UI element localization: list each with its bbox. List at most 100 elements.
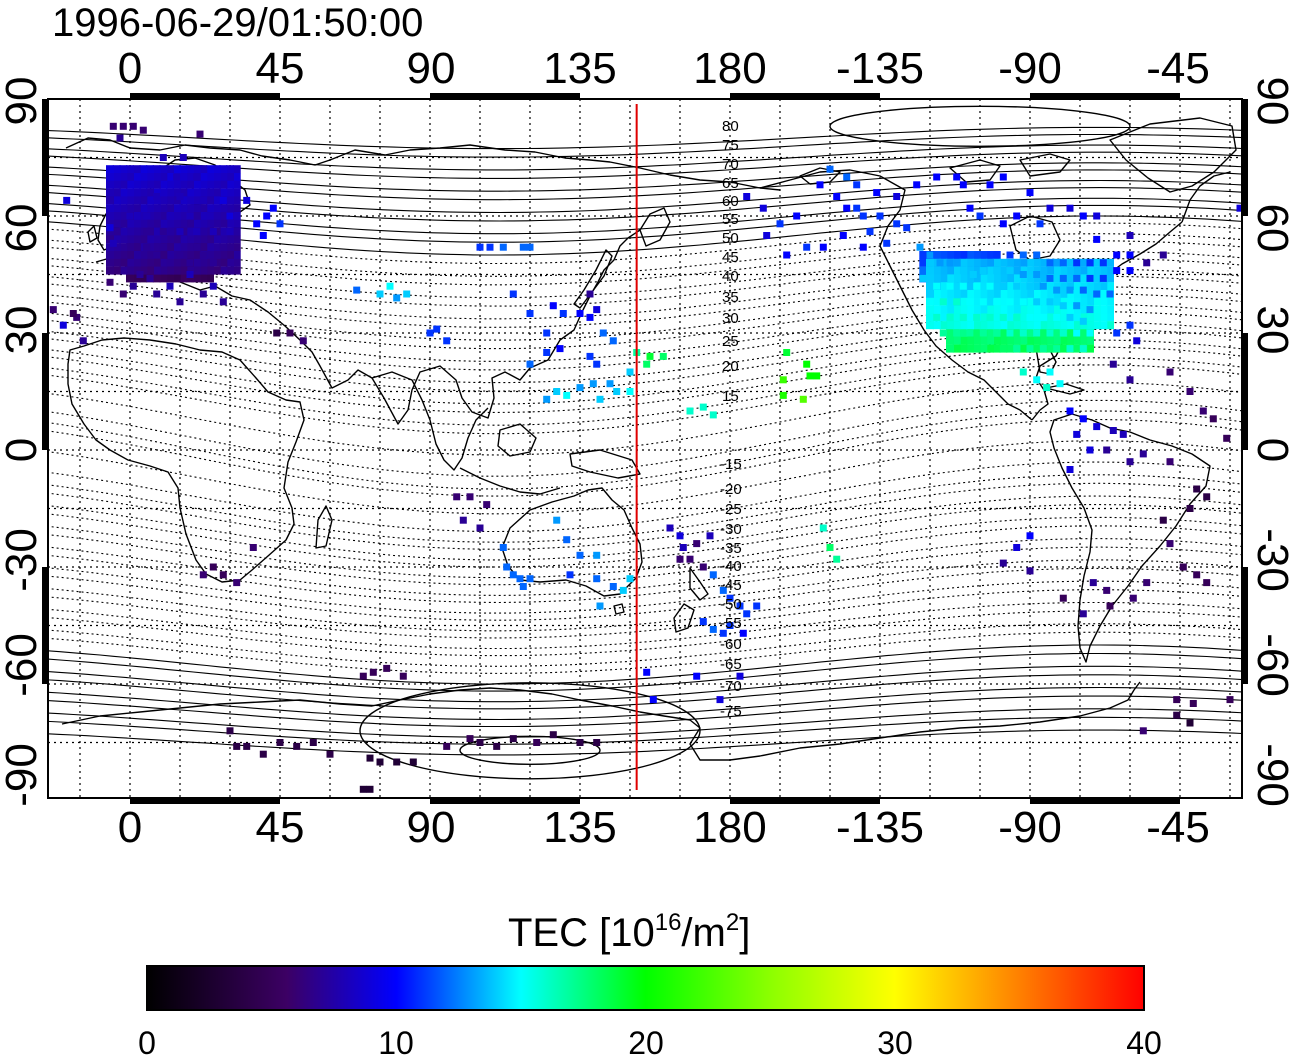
tec-sample — [739, 629, 747, 637]
tec-sample — [859, 212, 867, 220]
tec-sample — [972, 297, 981, 306]
tec-sample — [369, 668, 377, 676]
tec-sample — [359, 785, 367, 793]
tec-sample — [613, 388, 621, 395]
tec-sample — [509, 290, 517, 298]
tec-sample — [819, 243, 827, 251]
tec-sample — [232, 204, 241, 213]
tec-sample — [519, 243, 527, 251]
tec-sample — [992, 274, 1001, 283]
tec-sample — [1026, 567, 1034, 575]
top-tick: -135 — [836, 44, 924, 93]
tec-sample — [109, 122, 117, 130]
tec-sample — [946, 274, 954, 283]
tec-sample — [919, 274, 927, 282]
colorbar: TEC [1016/m2] 0 10 20 30 40 — [138, 909, 1162, 1057]
tec-sample — [403, 290, 411, 298]
tec-sample — [186, 251, 194, 259]
tec-sample — [106, 196, 114, 205]
maglat-label: -20 — [720, 481, 742, 498]
tec-sample — [666, 524, 674, 532]
tec-sample — [526, 243, 534, 251]
tec-sample — [1059, 302, 1067, 310]
tec-sample — [176, 228, 184, 236]
tec-sample — [543, 329, 551, 337]
tec-sample — [1019, 368, 1027, 376]
tec-sample — [953, 298, 961, 306]
tec-sample — [599, 329, 607, 337]
tec-sample — [1092, 313, 1101, 322]
tec-sample — [1032, 321, 1041, 330]
tec-sample — [1026, 532, 1034, 540]
tec-sample — [1019, 251, 1027, 259]
tec-sample — [1006, 305, 1014, 314]
tec-sample — [243, 196, 251, 204]
right-tick: 90 — [1248, 77, 1292, 126]
tec-sample — [916, 243, 924, 251]
tec-sample — [526, 310, 534, 317]
tec-sample — [719, 629, 727, 637]
tec-sample — [172, 188, 181, 197]
tec-sample — [759, 204, 767, 212]
tec-sample — [73, 313, 81, 321]
tec-sample — [166, 188, 174, 197]
tec-sample — [1066, 274, 1074, 283]
tec-sample — [486, 243, 494, 251]
tec-sample — [106, 278, 114, 286]
tec-sample — [1086, 336, 1094, 345]
frame-edge-segment — [429, 93, 580, 99]
tec-sample — [206, 188, 214, 197]
tec-sample — [939, 298, 947, 306]
tec-sample — [1032, 305, 1041, 314]
tec-sample — [106, 227, 114, 236]
tec-sample — [193, 173, 201, 181]
tec-sample — [966, 251, 974, 259]
maglat-label: 15 — [722, 388, 739, 405]
tec-sample — [132, 274, 141, 283]
tec-sample — [112, 258, 121, 267]
tec-sample — [233, 742, 241, 750]
tec-sample — [206, 251, 214, 259]
magnetic-latitude-line — [48, 695, 1242, 728]
tec-sample — [172, 196, 181, 205]
tec-sample — [1126, 458, 1134, 466]
magnetic-latitude-line — [48, 382, 1242, 456]
tec-sample — [106, 266, 114, 275]
tec-sample — [153, 193, 161, 200]
tec-sample — [926, 274, 934, 283]
frame-edge-segment — [130, 93, 280, 99]
tec-sample — [493, 742, 501, 750]
tec-sample — [1086, 274, 1094, 282]
tec-sample — [853, 204, 861, 212]
tec-sample — [179, 258, 188, 267]
tec-sample — [1113, 329, 1121, 337]
tec-sample — [159, 196, 168, 205]
frame-edge-segment — [729, 93, 880, 99]
tec-sample — [999, 258, 1008, 267]
tec-sample — [966, 344, 974, 353]
tec-sample — [192, 204, 201, 213]
tec-sample — [126, 219, 134, 228]
tec-sample — [106, 243, 114, 252]
tec-sample — [112, 235, 121, 244]
maglat-label: -75 — [720, 703, 742, 720]
tec-sample — [933, 173, 941, 181]
tec-sample — [1046, 336, 1054, 345]
tec-sample — [106, 180, 114, 189]
tec-sample — [999, 313, 1007, 321]
tec-sample — [959, 321, 968, 330]
tec-sample — [1006, 251, 1014, 259]
tec-sample — [1109, 427, 1117, 434]
tec-sample — [1046, 305, 1054, 314]
tec-sample — [232, 196, 241, 205]
tec-sample — [1032, 282, 1041, 291]
tec-sample — [186, 274, 194, 283]
magnetic-latitude-line — [48, 240, 1242, 286]
tec-sample — [212, 165, 221, 174]
tec-sample — [813, 372, 821, 380]
tec-sample — [1109, 360, 1117, 368]
tec-sample — [116, 134, 124, 142]
tec-sample — [152, 258, 161, 267]
tec-sample — [226, 188, 234, 197]
